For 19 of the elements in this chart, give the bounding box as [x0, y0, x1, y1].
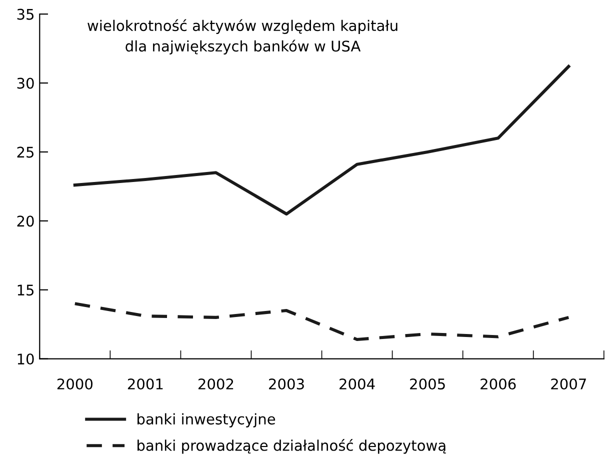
x-tick-label: 2001 — [128, 378, 163, 390]
y-tick-label: 20 — [17, 216, 34, 227]
x-tick-label: 2000 — [57, 378, 93, 390]
y-tick-label: 25 — [17, 146, 34, 158]
legend-label: banki prowadzące działalność depozytową — [138, 439, 446, 454]
legend-label: banki inwestycyjne — [138, 413, 276, 428]
y-tick-label: 15 — [18, 284, 34, 296]
text: wielokrotność aktywów względem kapitału dla największych banków w USA — [88, 19, 398, 54]
y-tick-label: 35 — [17, 8, 34, 20]
y-tick-label: 10 — [18, 354, 34, 365]
line-series — [73, 302, 570, 342]
x-tick-label: 2005 — [410, 378, 445, 390]
x-tick-label: 2004 — [340, 378, 375, 390]
y-tick-label: 30 — [17, 78, 34, 89]
x-tick-label: 2007 — [551, 378, 586, 390]
x-tick-label: 2002 — [198, 378, 234, 390]
line-series — [73, 64, 570, 216]
x-tick-label: 2006 — [480, 378, 516, 390]
x-tick-label: 2003 — [269, 378, 304, 390]
